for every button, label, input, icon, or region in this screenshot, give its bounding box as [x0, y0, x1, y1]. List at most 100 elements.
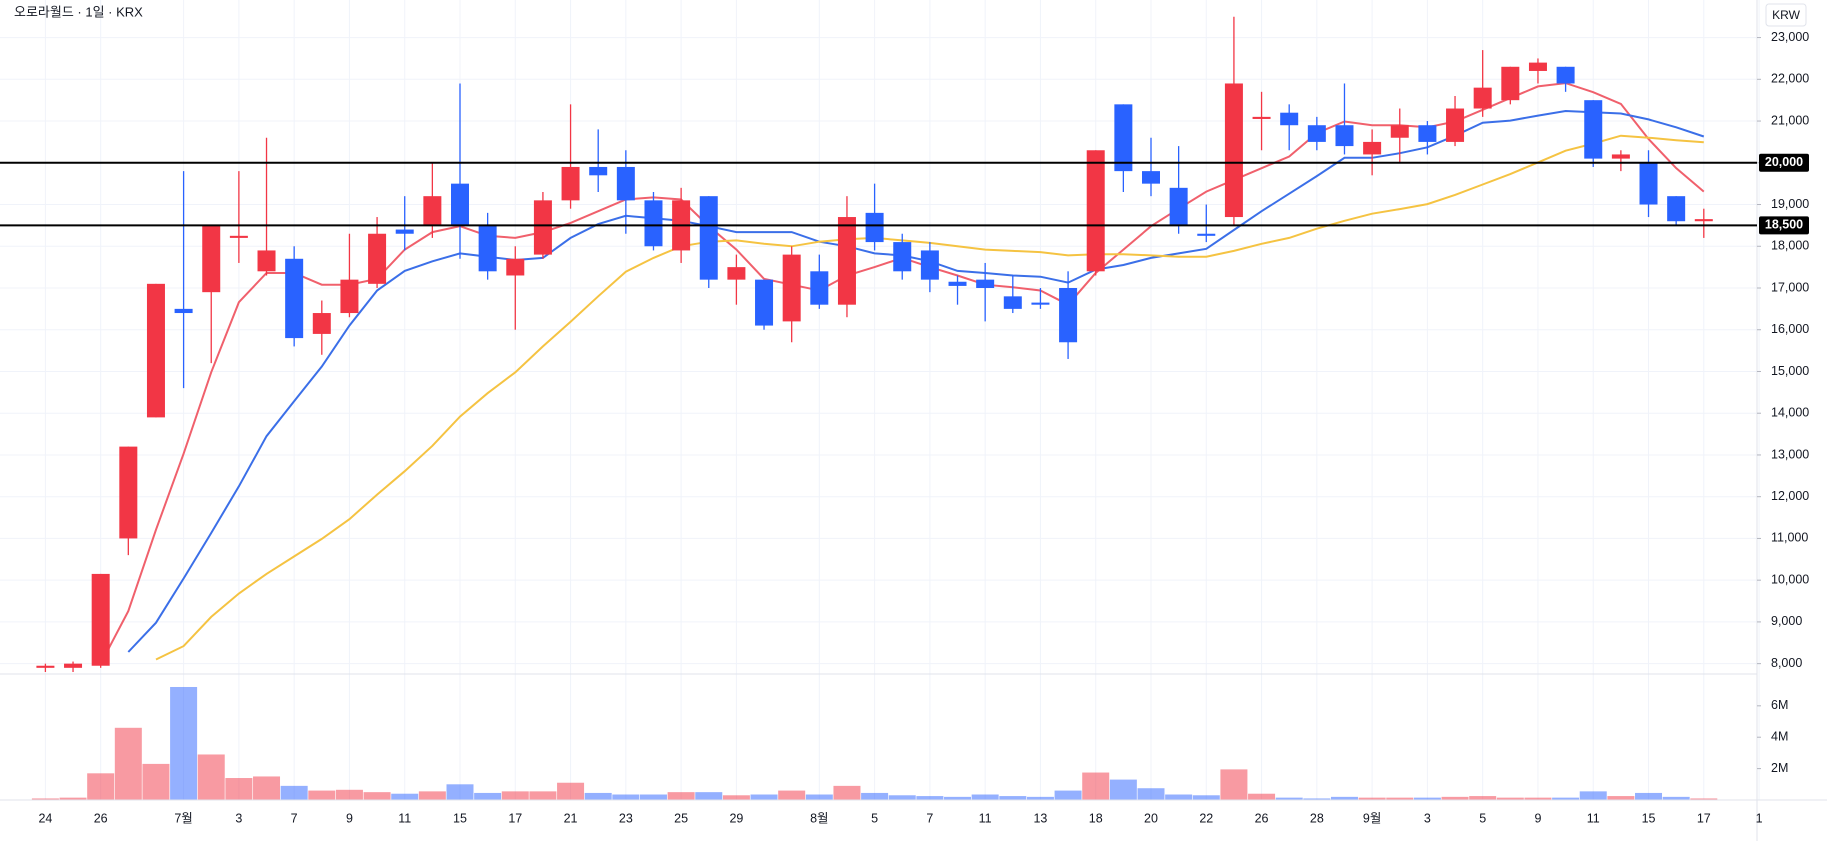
volume-bar — [197, 754, 225, 800]
x-tick-label: 9 — [1534, 811, 1541, 825]
candle-body — [340, 279, 359, 314]
candle-body — [755, 279, 774, 326]
x-tick-label: 7 — [291, 811, 298, 825]
volume-bar — [1330, 796, 1358, 800]
y-tick-label: 10,000 — [1771, 572, 1809, 586]
candle-body — [1639, 162, 1658, 205]
candle-body — [1114, 104, 1133, 172]
candle-body — [257, 250, 276, 272]
volume-bar — [861, 792, 889, 800]
candle-body — [1363, 141, 1382, 155]
volume-bar — [1303, 798, 1331, 800]
volume-bar — [529, 791, 557, 800]
candle-body — [285, 258, 304, 339]
currency-label[interactable]: KRW — [1772, 8, 1800, 22]
candle-body — [1003, 296, 1022, 309]
candle-body — [948, 281, 967, 286]
candle-body — [976, 279, 995, 288]
volume-bar — [695, 792, 723, 800]
x-tick-label: 17 — [508, 811, 522, 825]
candle-body — [1473, 87, 1492, 109]
volume-bar — [1469, 796, 1497, 800]
x-tick-label: 15 — [1642, 811, 1656, 825]
x-tick-label: 11 — [1587, 811, 1600, 825]
y-tick-label: 15,000 — [1771, 364, 1809, 378]
volume-pane — [31, 686, 1718, 800]
volume-bar — [833, 785, 861, 800]
volume-bar — [1275, 797, 1303, 800]
x-tick-label: 5 — [1479, 811, 1486, 825]
candle-body — [229, 235, 248, 238]
volume-tick-label: 4M — [1771, 730, 1788, 744]
candle-body — [1224, 83, 1243, 218]
x-tick-label: 22 — [1199, 811, 1213, 825]
volume-bar — [944, 796, 972, 800]
candle-body — [1142, 171, 1160, 184]
y-tick-label: 13,000 — [1771, 447, 1809, 461]
candle-body — [1169, 187, 1188, 226]
candle-body — [1556, 66, 1575, 84]
candle-body — [589, 166, 608, 176]
volume-bar — [59, 797, 87, 800]
volume-bar — [1358, 797, 1386, 800]
x-tick-label: 18 — [1089, 811, 1103, 825]
candle-body — [1667, 196, 1686, 222]
candle-body — [1031, 302, 1050, 305]
candle-body — [616, 166, 635, 201]
candle-body — [644, 200, 663, 247]
horizontal-line-label: 20,000 — [1765, 155, 1803, 169]
candle-body — [727, 267, 746, 280]
candle-body — [36, 665, 55, 668]
x-tick-label: 11 — [398, 811, 411, 825]
volume-bar — [1579, 791, 1607, 800]
x-tick-label: 21 — [564, 811, 578, 825]
candle-body — [91, 573, 110, 666]
volume-bar — [501, 791, 529, 800]
volume-bar — [225, 778, 253, 800]
price-pane — [36, 16, 1713, 672]
candle-body — [561, 166, 580, 201]
y-tick-label: 14,000 — [1771, 406, 1809, 420]
volume-bar — [612, 794, 640, 800]
volume-bar — [391, 793, 419, 800]
currency-box[interactable] — [1765, 3, 1807, 27]
candle-body — [1390, 125, 1409, 138]
volume-bar — [750, 794, 778, 800]
x-tick-label: 3 — [235, 811, 242, 825]
candle-body — [699, 196, 718, 280]
y-tick-label: 22,000 — [1771, 72, 1809, 86]
x-tick-label: 9월 — [1363, 811, 1381, 825]
candle-body — [1501, 66, 1520, 101]
y-tick-label: 12,000 — [1771, 489, 1809, 503]
candle-body — [478, 225, 497, 272]
candle-body — [893, 242, 912, 272]
x-tick-label: 24 — [38, 811, 52, 825]
horizontal-line-label: 18,500 — [1765, 218, 1803, 232]
volume-bar — [1054, 790, 1082, 800]
volume-bar — [363, 792, 391, 800]
candle-body — [865, 212, 884, 243]
volume-bar — [1082, 772, 1110, 800]
volume-bar — [1026, 796, 1054, 800]
volume-bar — [639, 794, 667, 800]
volume-bar — [1165, 794, 1193, 800]
volume-bar — [1137, 788, 1165, 800]
candle-body — [1252, 116, 1271, 119]
candle-body — [1418, 125, 1437, 142]
volume-bar — [1192, 795, 1220, 800]
candle-body — [423, 196, 442, 226]
x-tick-label: 11 — [979, 811, 992, 825]
candle-body — [1086, 150, 1105, 272]
y-tick-label: 18,000 — [1771, 239, 1809, 253]
candle-body — [202, 225, 221, 293]
candle-body — [119, 446, 138, 539]
volume-bar — [999, 796, 1027, 800]
x-tick-label: 23 — [619, 811, 633, 825]
volume-bar — [335, 789, 363, 800]
volume-tick-label: 6M — [1771, 698, 1788, 712]
candle-body — [1335, 125, 1354, 147]
volume-bar — [31, 798, 59, 800]
candle-body — [837, 217, 856, 305]
x-tick-label: 29 — [729, 811, 743, 825]
volume-bar — [1413, 797, 1441, 800]
